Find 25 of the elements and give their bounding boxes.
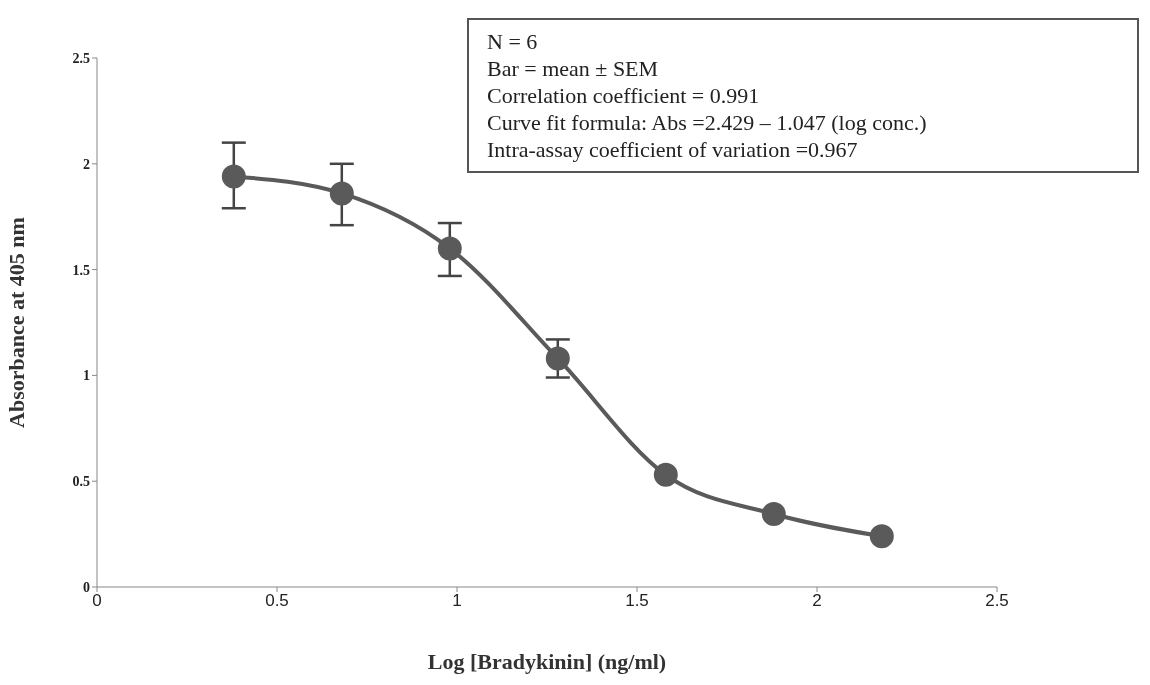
- x-tick-label: 1.5: [625, 591, 649, 611]
- point: [437, 236, 462, 261]
- point: [761, 502, 786, 526]
- point: [653, 462, 678, 487]
- y-tick-label: 1: [83, 368, 90, 384]
- x-axis-title: Log [Bradykinin] (ng/ml): [427, 649, 667, 674]
- x-tick-label: 2.5: [985, 591, 1009, 611]
- y-tick-label: 2.5: [72, 50, 90, 66]
- annotation: Bar = mean ± SEM: [487, 55, 660, 82]
- annotation: Intra-assay coefficient of variation =0.967: [487, 136, 859, 163]
- y-tick-label: 0: [83, 579, 90, 595]
- point: [869, 524, 894, 549]
- y-tick-label: 1.5: [72, 262, 90, 278]
- point: [329, 181, 354, 206]
- annotation: Correlation coefficient = 0.991: [487, 82, 761, 109]
- y-tick-label: 2: [83, 156, 90, 172]
- x-tick-label: 2: [812, 591, 822, 611]
- text: N = 6: [487, 29, 538, 54]
- y-tick-label: 0.5: [72, 474, 90, 490]
- x-tick-label: 1: [452, 591, 462, 611]
- annotation: Curve fit formula: Abs =2.429 – 1.047 (log conc.): [487, 109, 928, 136]
- point: [545, 346, 570, 371]
- y-axis-title: Absorbance at 405 nm: [3, 217, 29, 428]
- point: [221, 164, 246, 189]
- x-tick-label: 0.5: [265, 591, 289, 611]
